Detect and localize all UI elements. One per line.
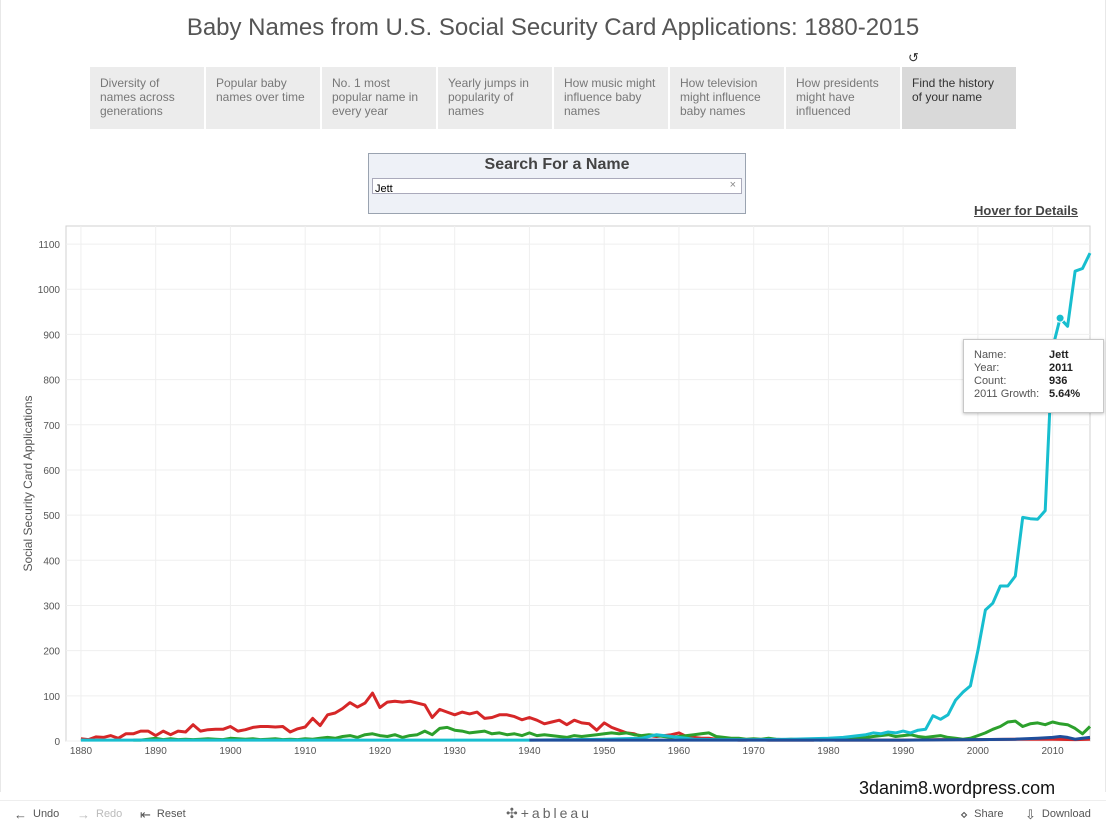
- y-tick-label: 500: [43, 511, 60, 522]
- tab-label: How television might influence baby name…: [680, 76, 761, 118]
- tab-television[interactable]: How television might influence baby name…: [670, 67, 784, 129]
- share-label: Share: [974, 808, 1004, 820]
- reset-icon: ⇤: [140, 806, 151, 822]
- tooltip-count-label: Count:: [974, 375, 1007, 387]
- bottom-toolbar: ← Undo → Redo ⇤ Reset ✣+ableau ⋄ Share ⇩…: [0, 800, 1106, 825]
- redo-label: Redo: [96, 808, 123, 820]
- x-tick-label: 1880: [70, 746, 93, 757]
- tab-presidents[interactable]: How presidents might have influenced: [786, 67, 900, 129]
- revert-icon[interactable]: ↺: [908, 50, 919, 65]
- share-icon: ⋄: [960, 806, 969, 822]
- undo-icon: ←: [14, 806, 27, 822]
- tab-most-popular[interactable]: No. 1 most popular name in every year: [322, 67, 436, 129]
- download-button[interactable]: ⇩ Download: [1025, 806, 1091, 822]
- y-tick-label: 1100: [38, 240, 60, 251]
- plot-area: [65, 225, 1091, 742]
- series-line-3: [529, 735, 1091, 742]
- reset-label: Reset: [156, 808, 186, 820]
- tableau-logo-text: +ableau: [520, 805, 592, 821]
- undo-label: Undo: [33, 808, 60, 820]
- x-tick-label: 1980: [817, 746, 840, 757]
- share-button[interactable]: ⋄ Share: [960, 806, 1004, 822]
- tooltip-count-value: 936: [1049, 375, 1068, 387]
- x-tick-label: 1930: [444, 746, 467, 757]
- x-tick-label: 1890: [145, 746, 168, 757]
- x-tick-label: 1950: [593, 746, 616, 757]
- x-tick-label: 2010: [1042, 746, 1065, 757]
- x-tick-label: 1900: [219, 746, 242, 757]
- y-tick-label: 1000: [38, 285, 61, 296]
- tab-label: Diversity of names across generations: [100, 76, 175, 118]
- hover-for-details-link[interactable]: Hover for Details: [974, 203, 1079, 218]
- search-field[interactable]: ×: [372, 178, 742, 196]
- tab-label: How presidents might have influenced: [796, 76, 879, 118]
- tooltip-growth-value: 5.64%: [1049, 388, 1081, 400]
- download-icon: ⇩: [1025, 806, 1036, 822]
- x-tick-label: 1990: [892, 746, 915, 757]
- download-label: Download: [1041, 808, 1091, 820]
- y-tick-label: 700: [43, 421, 60, 432]
- search-title: Search For a Name: [484, 156, 630, 173]
- y-tick-label: 400: [43, 556, 60, 567]
- y-tick-label: 800: [43, 376, 60, 387]
- name-search-panel: Search For a Name ×: [368, 153, 746, 214]
- x-tick-label: 1920: [369, 746, 392, 757]
- x-tick-label: 1940: [518, 746, 541, 757]
- page-title: Baby Names from U.S. Social Security Car…: [186, 14, 920, 41]
- watermark: 3danim8.wordpress.com: [859, 778, 1056, 798]
- redo-icon: →: [77, 806, 90, 822]
- tooltip-name-value: Jett: [1049, 349, 1069, 361]
- y-tick-label: 300: [43, 601, 60, 612]
- tab-label: Find the history of your name: [912, 76, 995, 104]
- tooltip-year-label: Year:: [974, 362, 1000, 374]
- tab-find-your-name[interactable]: Find the history of your name: [902, 67, 1016, 129]
- reset-button[interactable]: ⇤ Reset: [140, 806, 186, 822]
- tooltip-name-label: Name:: [974, 349, 1007, 361]
- highlight-point: [1055, 313, 1065, 323]
- tab-diversity[interactable]: Diversity of names across generations: [90, 67, 204, 129]
- name-history-chart[interactable]: 0 100 200 300 400 500 600 700 800 900 1000 1100 1880…: [0, 224, 1106, 764]
- tab-label: Popular baby names over time: [216, 76, 305, 104]
- search-input[interactable]: [373, 182, 715, 196]
- clear-icon[interactable]: ×: [729, 179, 736, 191]
- tab-yearly-jumps[interactable]: Yearly jumps in popularity of names: [438, 67, 552, 129]
- redo-button[interactable]: → Redo: [77, 806, 123, 822]
- tooltip-growth-label: 2011 Growth:: [974, 388, 1040, 400]
- y-tick-label: 0: [54, 737, 60, 748]
- tooltip-year-value: 2011: [1049, 362, 1073, 374]
- y-axis-label: Social Security Card Applications: [21, 395, 35, 571]
- x-tick-label: 1970: [743, 746, 766, 757]
- series-line-2: [80, 252, 1092, 742]
- tab-label: Yearly jumps in popularity of names: [448, 76, 529, 118]
- undo-button[interactable]: ← Undo: [14, 806, 60, 822]
- y-tick-label: 600: [43, 466, 60, 477]
- x-tick-label: 2000: [967, 746, 990, 757]
- tableau-logo[interactable]: ✣+ableau: [506, 805, 592, 822]
- x-tick-label: 1960: [668, 746, 691, 757]
- y-tick-label: 200: [43, 647, 60, 658]
- y-tick-label: 100: [43, 692, 60, 703]
- y-tick-label: 900: [43, 330, 60, 341]
- tab-music[interactable]: How music might influence baby names: [554, 67, 668, 129]
- x-tick-label: 1910: [294, 746, 317, 757]
- tab-label: How music might influence baby names: [564, 76, 656, 118]
- story-tabs: Diversity of names across generations Po…: [90, 67, 1018, 129]
- tab-popular-names[interactable]: Popular baby names over time: [206, 67, 320, 129]
- tab-label: No. 1 most popular name in every year: [332, 76, 419, 118]
- tableau-logo-icon: ✣: [506, 805, 521, 821]
- tooltip: Name: Jett Year: 2011 Count: 936 2011 Growt…: [963, 339, 1104, 413]
